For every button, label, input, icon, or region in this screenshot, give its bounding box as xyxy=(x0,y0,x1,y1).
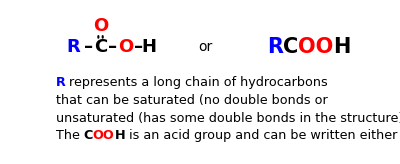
Text: H: H xyxy=(114,129,125,142)
Text: represents a long chain of hydrocarbons: represents a long chain of hydrocarbons xyxy=(65,76,328,89)
Text: unsaturated (has some double bonds in the structure).: unsaturated (has some double bonds in th… xyxy=(56,112,400,125)
Text: OO: OO xyxy=(298,37,334,57)
Text: The: The xyxy=(56,129,84,142)
Text: is an acid group and can be written either way.: is an acid group and can be written eith… xyxy=(125,129,400,142)
Text: C: C xyxy=(94,39,107,56)
Text: –: – xyxy=(108,39,118,56)
Text: H: H xyxy=(334,37,351,57)
Text: R: R xyxy=(267,37,283,57)
Text: –: – xyxy=(134,39,143,56)
Text: C: C xyxy=(283,37,298,57)
Text: R: R xyxy=(56,76,65,89)
Text: that can be saturated (no double bonds or: that can be saturated (no double bonds o… xyxy=(56,94,327,107)
Text: C: C xyxy=(84,129,93,142)
Text: R: R xyxy=(66,39,80,56)
Text: –: – xyxy=(84,39,93,56)
Text: O: O xyxy=(93,17,108,35)
Text: or: or xyxy=(198,41,212,54)
Text: O: O xyxy=(118,39,134,56)
Text: H: H xyxy=(142,39,157,56)
Text: OO: OO xyxy=(93,129,114,142)
